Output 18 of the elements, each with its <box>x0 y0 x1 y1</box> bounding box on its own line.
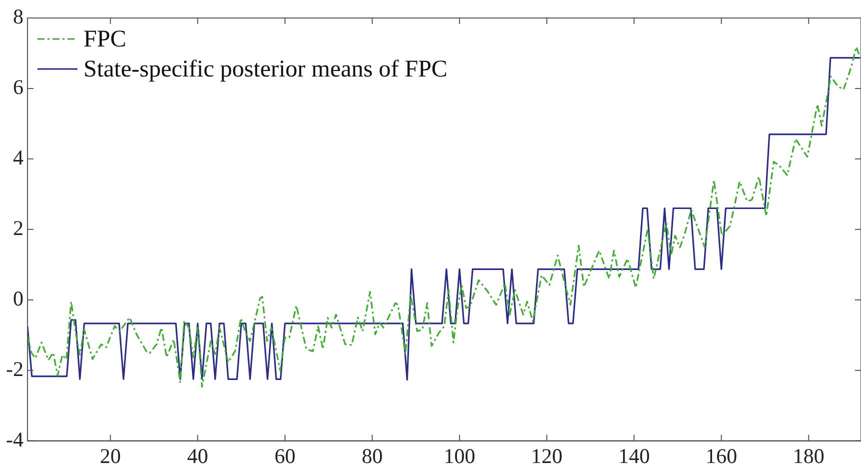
x-tick-label: 40 <box>187 444 208 468</box>
x-tick-label: 60 <box>274 444 296 468</box>
legend-label: FPC <box>83 26 126 52</box>
x-tick-label: 120 <box>531 444 563 468</box>
y-tick-label: 6 <box>12 74 24 99</box>
legend-label: State-specific posterior means of FPC <box>83 56 448 82</box>
x-tick-label: 100 <box>444 444 476 468</box>
y-tick-label: 8 <box>12 4 24 29</box>
y-tick-label: -2 <box>6 356 24 381</box>
x-tick-label: 20 <box>100 444 121 468</box>
x-tick-label: 180 <box>792 444 824 468</box>
y-tick-label: 2 <box>12 216 24 240</box>
x-tick-label: 80 <box>362 444 383 468</box>
x-tick-label: 160 <box>706 444 738 468</box>
x-tick-label: 140 <box>618 444 650 468</box>
y-tick-label: -4 <box>6 427 24 452</box>
y-tick-label: 0 <box>12 286 24 310</box>
y-tick-label: 4 <box>12 145 24 170</box>
